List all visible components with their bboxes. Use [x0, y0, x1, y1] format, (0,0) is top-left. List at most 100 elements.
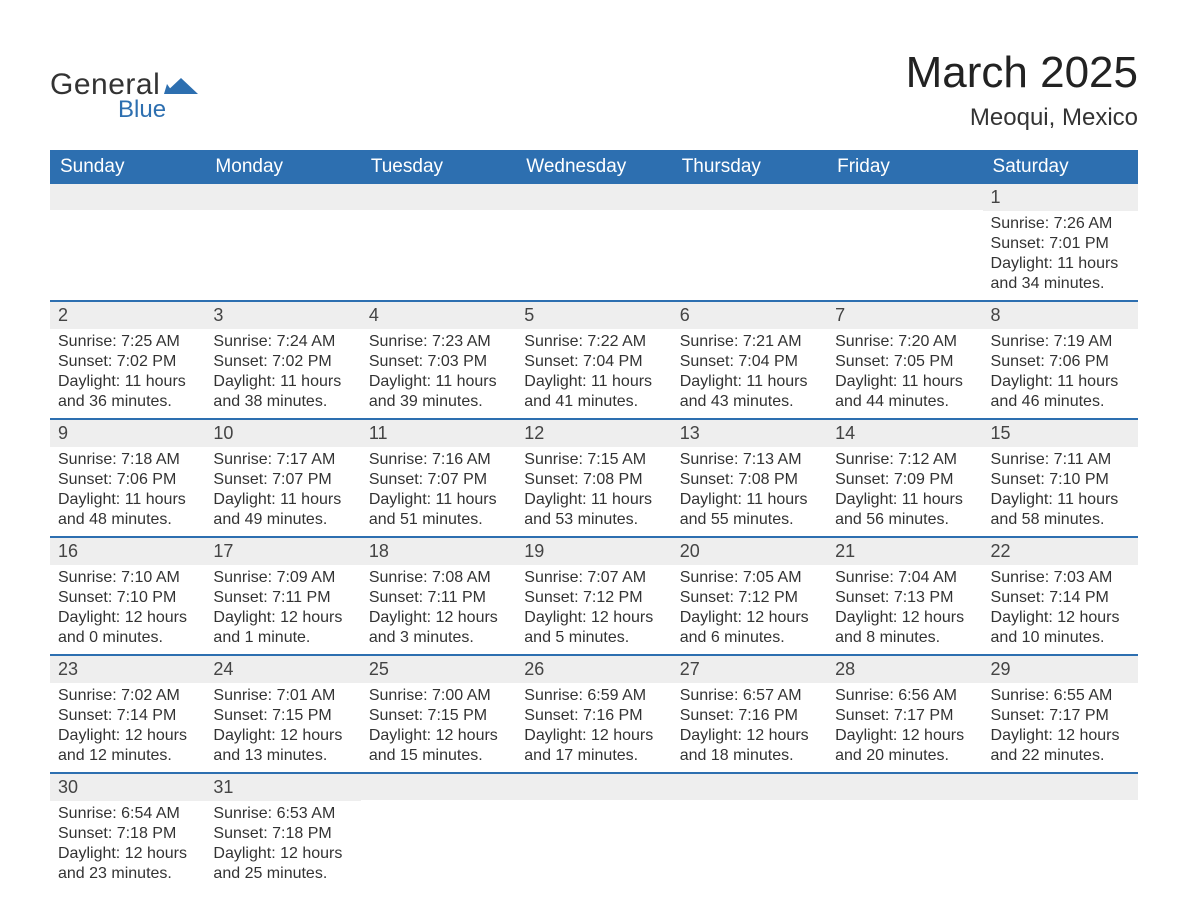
daylight-text: Daylight: 11 hours and 51 minutes. — [369, 490, 508, 530]
calendar-day-cell: 22Sunrise: 7:03 AMSunset: 7:14 PMDayligh… — [983, 537, 1138, 655]
sunrise-text: Sunrise: 7:07 AM — [524, 568, 663, 588]
day-number: 12 — [524, 423, 544, 443]
calendar-day-cell: 31Sunrise: 6:53 AMSunset: 7:18 PMDayligh… — [205, 773, 360, 890]
calendar-day-cell: 1Sunrise: 7:26 AMSunset: 7:01 PMDaylight… — [983, 184, 1138, 301]
day-body: Sunrise: 7:02 AMSunset: 7:14 PMDaylight:… — [50, 683, 205, 772]
day-body-empty — [361, 800, 516, 809]
sunrise-text: Sunrise: 7:08 AM — [369, 568, 508, 588]
day-body: Sunrise: 7:03 AMSunset: 7:14 PMDaylight:… — [983, 565, 1138, 654]
daylight-text: Daylight: 11 hours and 39 minutes. — [369, 372, 508, 412]
day-body-empty — [827, 800, 982, 809]
calendar-day-cell: 21 Sunrise: 7:04 AMSunset: 7:13 PMDayligh… — [827, 537, 982, 655]
day-body: Sunrise: 7:08 AMSunset: 7:11 PMDaylight:… — [361, 565, 516, 654]
calendar-day-cell: 10Sunrise: 7:17 AMSunset: 7:07 PMDayligh… — [205, 419, 360, 537]
day-number-row: 10 — [205, 420, 360, 447]
page-title: March 2025 — [906, 48, 1138, 98]
day-number-row: 4 — [361, 302, 516, 329]
calendar-day-cell: 17Sunrise: 7:09 AMSunset: 7:11 PMDayligh… — [205, 537, 360, 655]
sunrise-text: Sunrise: 7:21 AM — [680, 332, 819, 352]
sunset-text: Sunset: 7:16 PM — [524, 706, 663, 726]
day-body: Sunrise: 7:18 AMSunset: 7:06 PMDaylight:… — [50, 447, 205, 536]
sunrise-text: Sunrise: 7:00 AM — [369, 686, 508, 706]
sunrise-text: Sunrise: 7:05 AM — [680, 568, 819, 588]
daylight-text: Daylight: 12 hours and 8 minutes. — [835, 608, 974, 648]
day-body-empty — [205, 210, 360, 219]
weekday-header-row: Sunday Monday Tuesday Wednesday Thursday… — [50, 150, 1138, 184]
sunrise-text: Sunrise: 7:24 AM — [213, 332, 352, 352]
daylight-text: Daylight: 11 hours and 38 minutes. — [213, 372, 352, 412]
sunset-text: Sunset: 7:08 PM — [680, 470, 819, 490]
calendar-day-cell — [516, 773, 671, 890]
day-body: Sunrise: 7:16 AMSunset: 7:07 PMDaylight:… — [361, 447, 516, 536]
calendar-table: Sunday Monday Tuesday Wednesday Thursday… — [50, 150, 1138, 890]
day-number: 8 — [991, 305, 1001, 325]
sunrise-text: Sunrise: 7:09 AM — [213, 568, 352, 588]
day-number-row — [672, 774, 827, 800]
daylight-text: Daylight: 11 hours and 41 minutes. — [524, 372, 663, 412]
calendar-day-cell: 9 Sunrise: 7:18 AMSunset: 7:06 PMDaylight… — [50, 419, 205, 537]
daylight-text: Daylight: 12 hours and 22 minutes. — [991, 726, 1130, 766]
day-number-row: 9 — [50, 420, 205, 447]
sunset-text: Sunset: 7:07 PM — [213, 470, 352, 490]
brand-mark-icon — [164, 74, 198, 94]
day-number-row: 31 — [205, 774, 360, 801]
day-number-row: 8 — [983, 302, 1138, 329]
day-body: Sunrise: 7:04 AMSunset: 7:13 PMDaylight:… — [827, 565, 982, 654]
sunset-text: Sunset: 7:17 PM — [991, 706, 1130, 726]
calendar-day-cell: 25Sunrise: 7:00 AMSunset: 7:15 PMDayligh… — [361, 655, 516, 773]
sunset-text: Sunset: 7:13 PM — [835, 588, 974, 608]
day-body-empty — [672, 210, 827, 219]
daylight-text: Daylight: 11 hours and 55 minutes. — [680, 490, 819, 530]
day-number-row — [516, 774, 671, 800]
day-number-row: 11 — [361, 420, 516, 447]
calendar-day-cell — [672, 773, 827, 890]
day-number-row: 13 — [672, 420, 827, 447]
day-number: 10 — [213, 423, 233, 443]
sunrise-text: Sunrise: 7:15 AM — [524, 450, 663, 470]
sunset-text: Sunset: 7:06 PM — [58, 470, 197, 490]
daylight-text: Daylight: 11 hours and 44 minutes. — [835, 372, 974, 412]
day-number: 2 — [58, 305, 68, 325]
sunset-text: Sunset: 7:18 PM — [58, 824, 197, 844]
day-number-row: 29 — [983, 656, 1138, 683]
daylight-text: Daylight: 11 hours and 49 minutes. — [213, 490, 352, 530]
day-number-row: 28 — [827, 656, 982, 683]
day-body: Sunrise: 7:19 AMSunset: 7:06 PMDaylight:… — [983, 329, 1138, 418]
day-number: 26 — [524, 659, 544, 679]
sunrise-text: Sunrise: 6:54 AM — [58, 804, 197, 824]
calendar-day-cell: 18Sunrise: 7:08 AMSunset: 7:11 PMDayligh… — [361, 537, 516, 655]
sunset-text: Sunset: 7:03 PM — [369, 352, 508, 372]
sunset-text: Sunset: 7:10 PM — [991, 470, 1130, 490]
sunrise-text: Sunrise: 7:18 AM — [58, 450, 197, 470]
daylight-text: Daylight: 11 hours and 34 minutes. — [991, 254, 1130, 294]
daylight-text: Daylight: 11 hours and 46 minutes. — [991, 372, 1130, 412]
day-number: 23 — [58, 659, 78, 679]
day-number-row — [361, 184, 516, 210]
daylight-text: Daylight: 12 hours and 13 minutes. — [213, 726, 352, 766]
calendar-day-cell: 20Sunrise: 7:05 AMSunset: 7:12 PMDayligh… — [672, 537, 827, 655]
weekday-header: Saturday — [983, 150, 1138, 184]
sunset-text: Sunset: 7:14 PM — [991, 588, 1130, 608]
daylight-text: Daylight: 11 hours and 53 minutes. — [524, 490, 663, 530]
day-body-empty — [50, 210, 205, 219]
daylight-text: Daylight: 12 hours and 15 minutes. — [369, 726, 508, 766]
daylight-text: Daylight: 11 hours and 58 minutes. — [991, 490, 1130, 530]
day-number: 4 — [369, 305, 379, 325]
weekday-header: Friday — [827, 150, 982, 184]
calendar-day-cell: 11Sunrise: 7:16 AMSunset: 7:07 PMDayligh… — [361, 419, 516, 537]
sunrise-text: Sunrise: 7:13 AM — [680, 450, 819, 470]
calendar-day-cell: 23 Sunrise: 7:02 AMSunset: 7:14 PMDayligh… — [50, 655, 205, 773]
day-number: 21 — [835, 541, 855, 561]
day-number: 7 — [835, 305, 845, 325]
day-body: Sunrise: 6:55 AMSunset: 7:17 PMDaylight:… — [983, 683, 1138, 772]
day-number: 9 — [58, 423, 68, 443]
sunset-text: Sunset: 7:06 PM — [991, 352, 1130, 372]
day-body-empty — [516, 210, 671, 219]
calendar-day-cell: 27Sunrise: 6:57 AMSunset: 7:16 PMDayligh… — [672, 655, 827, 773]
sunset-text: Sunset: 7:12 PM — [524, 588, 663, 608]
sunset-text: Sunset: 7:02 PM — [58, 352, 197, 372]
weekday-header: Tuesday — [361, 150, 516, 184]
day-number: 17 — [213, 541, 233, 561]
daylight-text: Daylight: 12 hours and 3 minutes. — [369, 608, 508, 648]
sunrise-text: Sunrise: 6:55 AM — [991, 686, 1130, 706]
